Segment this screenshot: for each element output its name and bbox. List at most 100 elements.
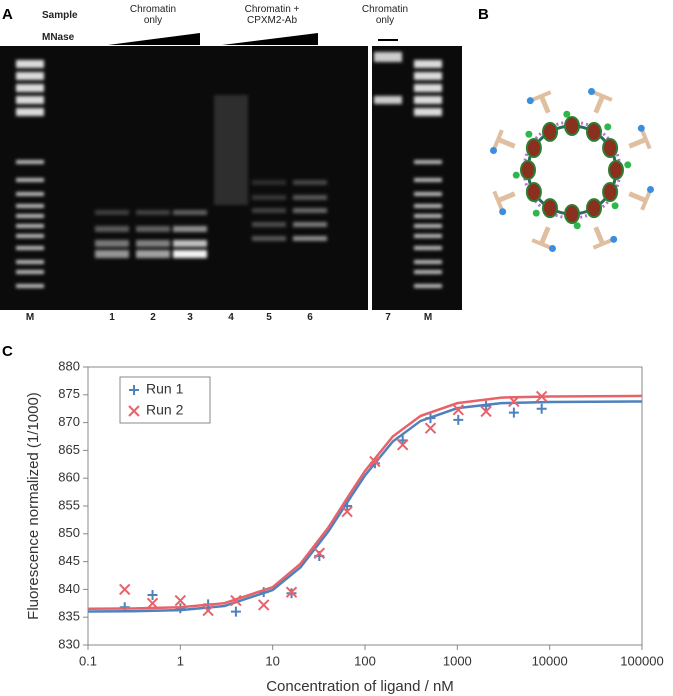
y-tick-label: 830 [58, 636, 80, 651]
antibody [644, 138, 652, 150]
group-label: Chromatin + CPXM2-Ab [244, 4, 300, 26]
legend-label: Run 2 [146, 402, 184, 418]
lane-label: 3 [187, 312, 193, 323]
antibody [640, 199, 648, 211]
antibody [531, 238, 543, 246]
band [173, 250, 207, 258]
band [95, 240, 129, 247]
nucleosome [586, 198, 602, 219]
antigen [512, 171, 520, 179]
band [173, 240, 207, 247]
data-point [258, 599, 270, 611]
ladder-band [16, 260, 44, 264]
y-tick-label: 865 [58, 442, 80, 457]
band [136, 250, 170, 258]
legend-marker [128, 405, 140, 417]
mnase-wedge [108, 33, 200, 45]
ladder-band [16, 270, 44, 274]
y-tick-label: 860 [58, 470, 80, 485]
ladder-band [414, 160, 442, 164]
nucleosome [602, 182, 619, 202]
band [252, 180, 286, 185]
data-point [230, 606, 241, 617]
ladder-band [16, 192, 44, 196]
data-point [285, 586, 298, 598]
group-label: Chromatin only [361, 4, 409, 26]
ladder-band [414, 60, 442, 68]
ladder-band [414, 204, 442, 208]
gel-bands [16, 52, 442, 288]
x-tick-label: 0.1 [79, 653, 97, 668]
antibody [492, 190, 500, 202]
ladder-band [414, 178, 442, 182]
antibody [497, 191, 516, 203]
lane-label: 4 [228, 312, 234, 323]
band [173, 226, 207, 232]
band [252, 236, 286, 241]
ladder-band [16, 284, 44, 288]
antibody [540, 242, 552, 250]
band [293, 195, 327, 200]
ladder-band [16, 72, 44, 80]
lane-label: 7 [385, 312, 391, 323]
ladder-band [414, 96, 442, 104]
band [136, 240, 170, 247]
ladder-band [16, 234, 44, 238]
y-tick-label: 835 [58, 609, 80, 624]
data-point [424, 422, 437, 434]
antigen [624, 161, 632, 169]
ladder-band [414, 224, 442, 228]
band [136, 226, 170, 232]
ladder-band [16, 178, 44, 182]
antibody [492, 138, 500, 150]
band [293, 180, 327, 185]
panels-ab [0, 33, 655, 310]
ladder-band [414, 260, 442, 264]
x-tick-label: 1 [177, 653, 184, 668]
data-point [369, 455, 381, 468]
antibody [592, 242, 604, 250]
data-point [425, 413, 436, 424]
ladder-band [16, 204, 44, 208]
x-tick-label: 100000 [620, 653, 663, 668]
band [252, 208, 286, 213]
nucleosome [602, 138, 619, 158]
antibody-tip [548, 245, 556, 253]
data-point [230, 594, 242, 607]
panel-letter: B [478, 6, 489, 23]
lane-label: 5 [266, 312, 272, 323]
ladder-band [16, 224, 44, 228]
band [293, 222, 327, 227]
data-point [452, 404, 464, 416]
y-tick-label: 855 [58, 497, 80, 512]
y-tick-label: 880 [58, 358, 80, 373]
ladder-band [414, 284, 442, 288]
band [374, 52, 402, 62]
ladder-band [414, 84, 442, 92]
antibody-tip [637, 124, 645, 132]
y-tick-label: 845 [58, 553, 80, 568]
band [95, 250, 129, 258]
antibody [497, 137, 516, 149]
lane-label: M [423, 312, 433, 323]
data-point [481, 400, 492, 411]
nucleosome [564, 116, 580, 136]
data-point [480, 405, 492, 418]
y-axis-label: Fluorescence normalized (1/1000) [25, 392, 42, 620]
nucleosome [542, 121, 558, 142]
y-tick-label: 870 [58, 414, 80, 429]
ladder-band [16, 96, 44, 104]
data-point [146, 597, 159, 610]
data-point [147, 589, 158, 600]
ladder-band [16, 246, 44, 250]
nucleosome [520, 160, 536, 180]
antibody [628, 191, 647, 203]
panel-letter: C [2, 343, 13, 360]
antibody [644, 190, 652, 202]
antigen [604, 123, 612, 131]
nucleosome [564, 204, 580, 224]
band [95, 226, 129, 232]
ladder-band [414, 72, 442, 80]
row-label: MNase [42, 32, 75, 43]
x-tick-label: 10 [265, 653, 279, 668]
